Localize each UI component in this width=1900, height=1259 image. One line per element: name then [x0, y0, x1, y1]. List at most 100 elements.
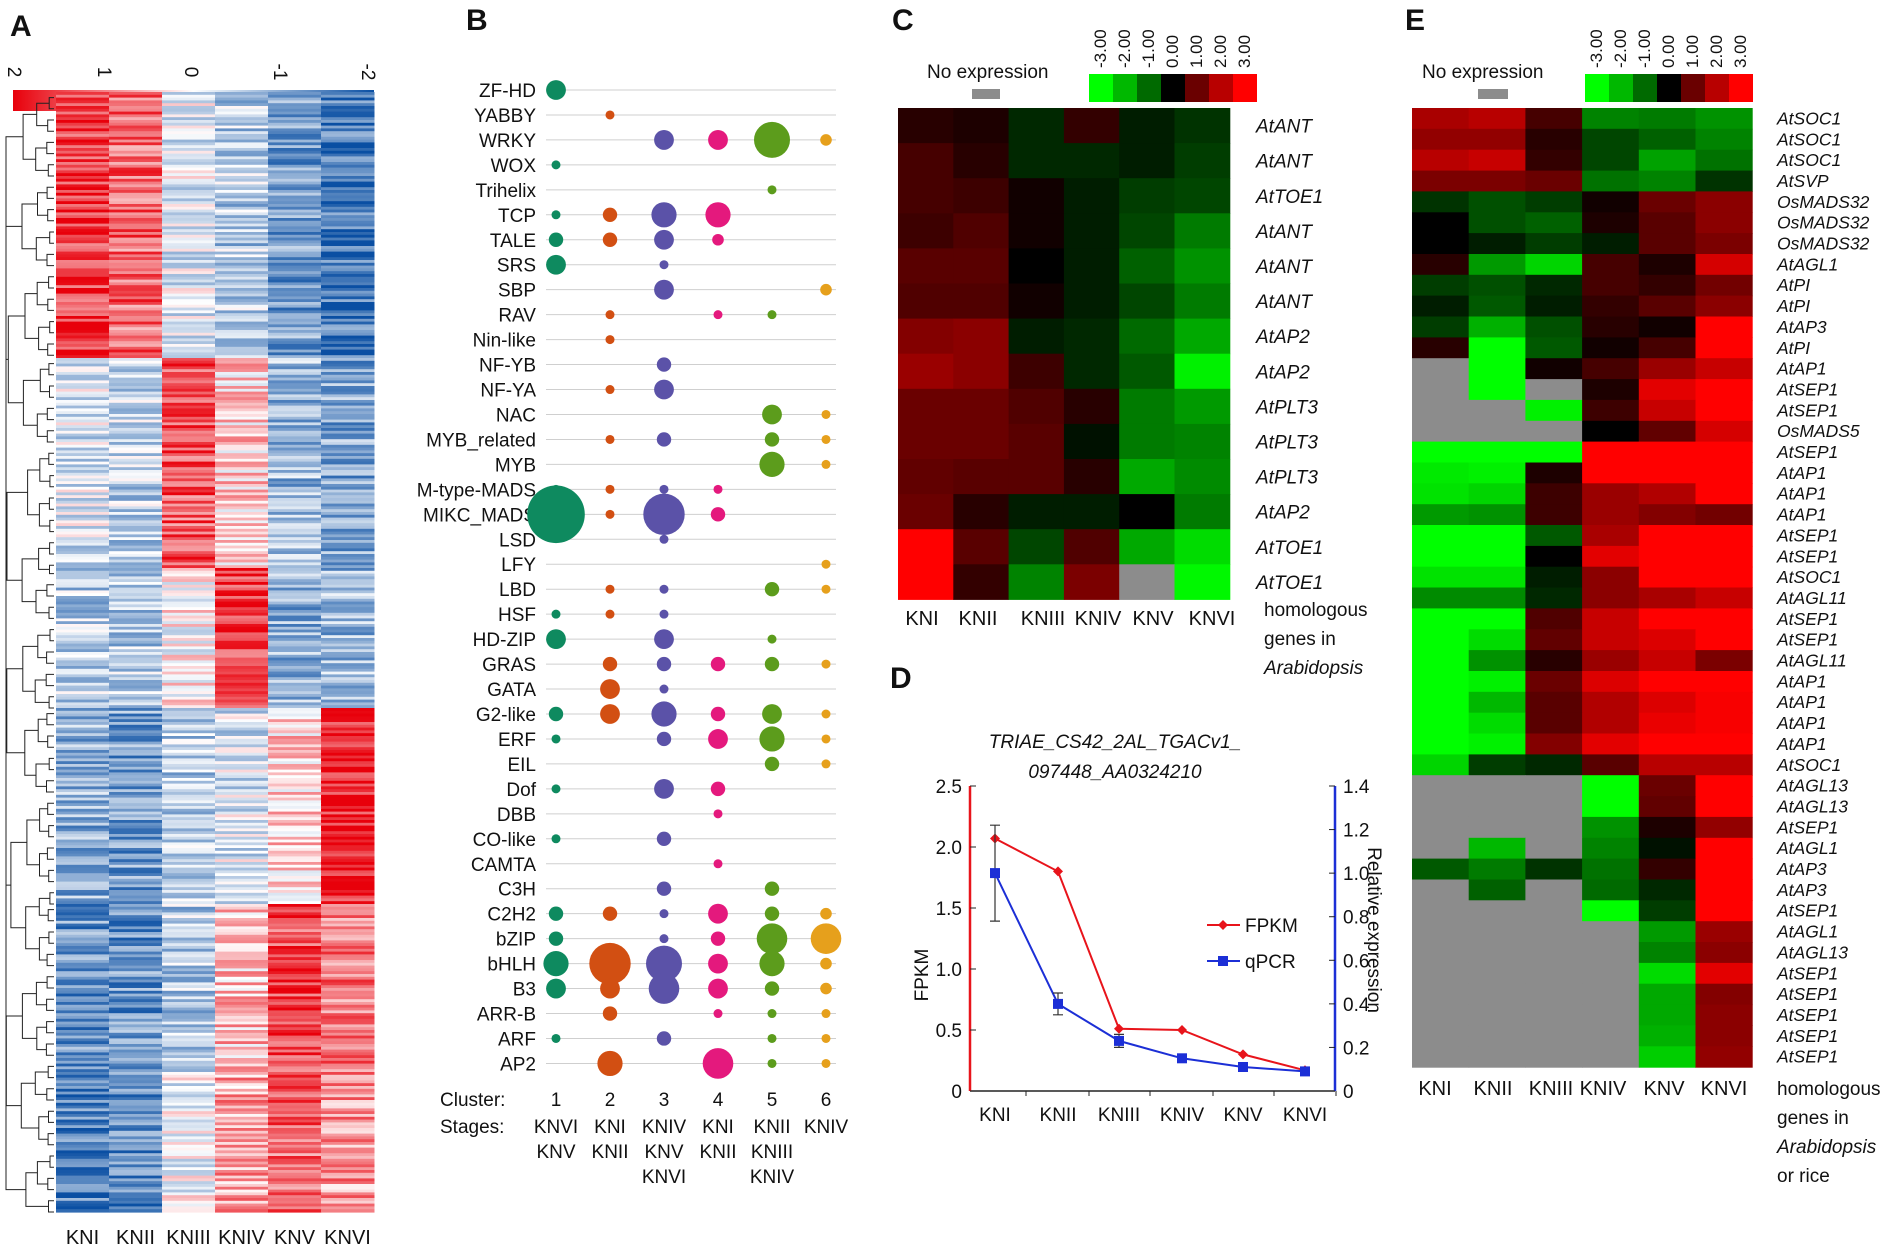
panel-a-heatmap-cell	[321, 316, 375, 320]
panel-e-heatmap-cell	[1638, 191, 1696, 213]
panel-scale-swatch	[1729, 74, 1753, 102]
panel-e-heatmap-cell	[1525, 775, 1583, 797]
panel-a-heatmap-cell	[56, 738, 110, 743]
panel-a-heatmap-cell	[268, 982, 322, 986]
panel-a-heatmap-cell	[268, 960, 322, 964]
panel-d-right-tick-label: 0.2	[1343, 1038, 1369, 1059]
panel-e-heatmap-cell	[1638, 650, 1696, 672]
panel-d-left-tick-label: 2.0	[936, 838, 962, 859]
panel-e-heatmap-cell	[1638, 420, 1696, 443]
panel-a-heatmap-cell	[321, 1153, 375, 1157]
panel-a-heatmap-cell	[56, 400, 110, 404]
panel-a-heatmap-cell	[215, 380, 269, 384]
panel-a-heatmap-cell	[268, 316, 322, 320]
panel-e-heatmap-cell	[1582, 691, 1640, 714]
panel-a-heatmap-cell	[268, 828, 322, 832]
panel-e-heatmap-cell	[1525, 233, 1583, 255]
panel-a-heatmap-cell	[215, 285, 269, 289]
panel-b-cluster-stage: KNV	[644, 1142, 683, 1163]
panel-a-heatmap-cell	[215, 148, 269, 152]
panel-a-heatmap-cell	[215, 470, 269, 474]
panel-a-heatmap-cell	[109, 498, 163, 502]
panel-a-heatmap-cell	[56, 321, 110, 325]
panel-b-bubble	[764, 906, 780, 921]
panel-a-heatmap-cell	[162, 100, 216, 104]
panel-a-heatmap-cell	[215, 422, 269, 426]
panel-a-heatmap-cell	[162, 310, 216, 314]
panel-a-heatmap-cell	[321, 559, 375, 563]
panel-a-heatmap-cell	[162, 229, 216, 233]
panel-e-heatmap-cell	[1582, 108, 1640, 130]
panel-a-heatmap-cell	[321, 859, 375, 863]
panel-a-heatmap-cell	[268, 1055, 322, 1059]
panel-a-heatmap-cell	[109, 1002, 163, 1006]
panel-a-heatmap-cell	[321, 573, 375, 577]
panel-a-heatmap-cell	[321, 960, 375, 964]
panel-a-heatmap-cell	[215, 184, 269, 188]
panel-a-heatmap-cell	[321, 1016, 375, 1020]
panel-a-heatmap-cell	[215, 481, 269, 485]
panel-a-heatmap-cell	[215, 901, 269, 905]
panel-a-heatmap-cell	[109, 402, 163, 407]
panel-e-heatmap-cell	[1412, 671, 1470, 693]
panel-a-heatmap-cell	[109, 850, 163, 855]
panel-a-heatmap-cell	[268, 593, 322, 597]
panel-a-heatmap-cell	[215, 685, 269, 689]
panel-a-heatmap-cell	[56, 226, 110, 230]
panel-b-bubble	[820, 982, 832, 995]
panel-a-heatmap-cell	[162, 559, 216, 563]
panel-a-heatmap-cell	[268, 486, 322, 491]
panel-a-heatmap-cell	[109, 486, 163, 491]
panel-a-heatmap-cell	[162, 134, 216, 138]
panel-c-label: C	[892, 4, 914, 37]
panel-e-heatmap-cell	[1638, 545, 1696, 568]
panel-a-heatmap-cell	[56, 839, 110, 843]
panel-e-heatmap-cell	[1525, 983, 1583, 1006]
panel-a-heatmap-cell	[109, 293, 163, 297]
panel-a-heatmap-cell	[215, 1004, 269, 1009]
panel-a-heatmap-cell	[162, 248, 216, 253]
panel-a-heatmap-cell	[215, 1122, 269, 1126]
panel-a-heatmap-cell	[215, 946, 269, 950]
panel-a-heatmap-cell	[215, 344, 269, 348]
panel-a-heatmap-cell	[162, 184, 216, 188]
panel-a-heatmap-cell	[321, 369, 375, 373]
panel-e-heatmap-cell	[1468, 254, 1526, 276]
panel-a-heatmap-cell	[215, 820, 269, 824]
panel-e-heatmap-cell	[1582, 921, 1640, 943]
panel-a-dendrogram-branch	[48, 825, 54, 838]
panel-b-bubble	[548, 706, 564, 722]
panel-a-heatmap-cell	[109, 929, 163, 933]
panel-e-heatmap-cell	[1525, 170, 1583, 192]
panel-a-heatmap-cell	[109, 282, 163, 286]
panel-a-heatmap-cell	[109, 442, 163, 446]
panel-b-bubble	[656, 432, 672, 447]
panel-a-heatmap-cell	[268, 646, 322, 650]
panel-c-heatmap-cell	[953, 388, 1010, 425]
panel-a-heatmap-cell	[162, 408, 216, 412]
panel-a-heatmap-cell	[109, 248, 163, 253]
panel-a-heatmap-cell	[321, 433, 375, 437]
panel-e-heatmap-cell	[1638, 504, 1696, 526]
panel-a-heatmap-cell	[162, 355, 216, 359]
panel-e-gene-label: AtAP1	[1776, 463, 1827, 483]
panel-a-heatmap-cell	[215, 1119, 269, 1123]
panel-a-heatmap-cell	[268, 1094, 322, 1098]
panel-e-heatmap-cell	[1695, 816, 1753, 839]
panel-a-heatmap-cell	[215, 181, 269, 185]
panel-a-heatmap-cell	[215, 358, 269, 362]
panel-a-dendrogram-branch	[35, 981, 48, 1006]
panel-a-heatmap-cell	[321, 979, 375, 983]
panel-a-heatmap-cell	[321, 926, 375, 930]
panel-a-heatmap-cell	[56, 164, 110, 169]
panel-a-heatmap-cell	[321, 806, 375, 810]
panel-a-heatmap-cell	[56, 576, 110, 580]
panel-a-heatmap-cell	[268, 629, 322, 633]
panel-a-heatmap-cell	[321, 184, 375, 188]
panel-a-heatmap-cell	[56, 220, 110, 225]
panel-a-heatmap-cell	[268, 1052, 322, 1056]
panel-a-heatmap-cell	[215, 752, 269, 757]
panel-a-heatmap-cell	[109, 598, 163, 603]
panel-d-legend-fpkm-marker	[1218, 920, 1228, 930]
panel-a-heatmap-cell	[215, 1002, 269, 1006]
